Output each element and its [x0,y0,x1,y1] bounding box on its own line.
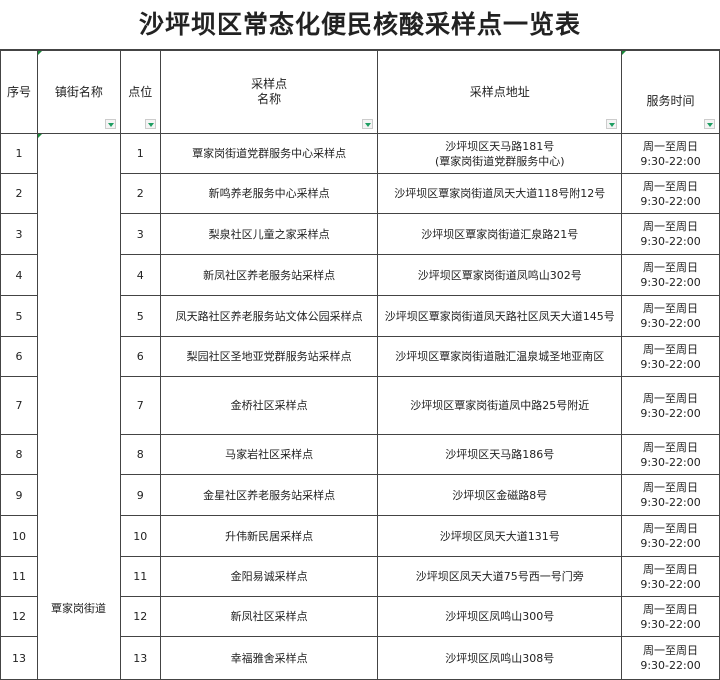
name-cell[interactable]: 新鸣养老服务中心采样点 [159,173,379,214]
seq-cell[interactable]: 8 [0,434,38,475]
hours-cell[interactable]: 周一至周日 9:30-22:00 [621,213,720,255]
seq-cell[interactable]: 12 [0,596,38,637]
seq-cell[interactable]: 1 [0,133,38,174]
name-cell[interactable]: 马家岩社区采样点 [159,434,379,475]
name-cell[interactable]: 升伟新民居采样点 [159,515,379,557]
address-cell[interactable]: 沙坪坝区天马路186号 [377,434,623,475]
sample-points-table: 序号 镇街名称 点位 采样点 名称 采样点地址 服务时间 1 1 覃家岗街道党群服务中… [0,50,720,680]
seq-cell[interactable]: 2 [0,173,38,214]
filter-dropdown-icon[interactable] [104,119,116,129]
table-row[interactable]: 1 1 覃家岗街道党群服务中心采样点 沙坪坝区天马路181号 (覃家岗街道党群服务中心)… [0,133,720,680]
point-cell[interactable]: 4 [119,254,161,296]
table-row[interactable]: 6 6 梨园社区圣地亚党群服务站采样点 沙坪坝区覃家岗街道融汇温泉城圣地亚南区 周一至周… [0,336,720,377]
address-cell[interactable]: 沙坪坝区金磁路8号 [377,474,623,516]
filter-dropdown-icon[interactable] [144,119,156,129]
header-point: 点位 [119,50,161,134]
address-cell[interactable]: 沙坪坝区天马路181号 (覃家岗街道党群服务中心) [377,133,623,174]
seq-cell[interactable]: 4 [0,254,38,296]
address-cell[interactable]: 沙坪坝区覃家岗街道汇泉路21号 [377,213,623,255]
point-cell[interactable]: 7 [119,376,161,435]
point-cell[interactable]: 8 [119,434,161,475]
table-row[interactable]: 7 7 金桥社区采样点 沙坪坝区覃家岗街道凤中路25号附近 周一至周日 9:30-22:0… [0,376,720,435]
filter-dropdown-icon[interactable] [362,119,374,129]
address-cell[interactable]: 沙坪坝区覃家岗街道凤鸣山302号 [377,254,623,296]
point-cell[interactable]: 10 [119,515,161,557]
seq-cell[interactable]: 5 [0,295,38,337]
address-cell[interactable]: 沙坪坝区凤鸣山308号 [377,636,623,680]
name-cell[interactable]: 新凤社区采样点 [159,596,379,637]
table-row[interactable]: 12 12 新凤社区采样点 沙坪坝区凤鸣山300号 周一至周日 9:30-22:00 [0,596,720,637]
address-cell[interactable]: 沙坪坝区覃家岗街道融汇温泉城圣地亚南区 [377,336,623,377]
address-cell[interactable]: 沙坪坝区凤天大道75号西一号门旁 [377,556,623,597]
header-name: 采样点 名称 [159,50,379,134]
hours-cell[interactable]: 周一至周日 9:30-22:00 [621,173,720,214]
point-cell[interactable]: 13 [119,636,161,680]
hours-cell[interactable]: 周一至周日 9:30-22:00 [621,636,720,680]
name-cell[interactable]: 梨泉社区儿童之家采样点 [159,213,379,255]
hours-cell[interactable]: 周一至周日 9:30-22:00 [621,133,720,174]
point-cell[interactable]: 11 [119,556,161,597]
name-cell[interactable]: 金星社区养老服务站采样点 [159,474,379,516]
sheet-title: 沙坪坝区常态化便民核酸采样点一览表 [0,0,720,50]
name-cell[interactable]: 覃家岗街道党群服务中心采样点 [159,133,379,174]
header-address: 采样点地址 [377,50,623,134]
seq-cell[interactable]: 11 [0,556,38,597]
address-cell[interactable]: 沙坪坝区覃家岗街道凤天大道118号附12号 [377,173,623,214]
hours-cell[interactable]: 周一至周日 9:30-22:00 [621,336,720,377]
hours-cell[interactable]: 周一至周日 9:30-22:00 [621,295,720,337]
seq-cell[interactable]: 9 [0,474,38,516]
hours-cell[interactable]: 周一至周日 9:30-22:00 [621,376,720,435]
seq-cell[interactable]: 10 [0,515,38,557]
name-cell[interactable]: 新凤社区养老服务站采样点 [159,254,379,296]
hours-cell[interactable]: 周一至周日 9:30-22:00 [621,254,720,296]
name-cell[interactable]: 梨园社区圣地亚党群服务站采样点 [159,336,379,377]
header-row: 序号 镇街名称 点位 采样点 名称 采样点地址 服务时间 [0,50,720,134]
point-cell[interactable]: 6 [119,336,161,377]
hours-cell[interactable]: 周一至周日 9:30-22:00 [621,474,720,516]
filter-dropdown-icon[interactable] [606,119,618,129]
address-cell[interactable]: 沙坪坝区覃家岗街道凤中路25号附近 [377,376,623,435]
filter-dropdown-icon[interactable] [704,119,715,129]
address-cell[interactable]: 沙坪坝区凤天大道131号 [377,515,623,557]
header-hours: 服务时间 [621,50,720,134]
seq-cell[interactable]: 6 [0,336,38,377]
table-row[interactable]: 2 2 新鸣养老服务中心采样点 沙坪坝区覃家岗街道凤天大道118号附12号 周一至周日 9… [0,173,720,214]
point-cell[interactable]: 5 [119,295,161,337]
table-row[interactable]: 11 11 金阳易诚采样点 沙坪坝区凤天大道75号西一号门旁 周一至周日 9:30-22:… [0,556,720,597]
hours-cell[interactable]: 周一至周日 9:30-22:00 [621,596,720,637]
seq-cell[interactable]: 13 [0,636,38,680]
table-row[interactable]: 3 3 梨泉社区儿童之家采样点 沙坪坝区覃家岗街道汇泉路21号 周一至周日 9:30-22… [0,213,720,255]
table-row[interactable]: 4 4 新凤社区养老服务站采样点 沙坪坝区覃家岗街道凤鸣山302号 周一至周日 9:30-… [0,254,720,296]
point-cell[interactable]: 9 [119,474,161,516]
name-cell[interactable]: 幸福雅舍采样点 [159,636,379,680]
hours-cell[interactable]: 周一至周日 9:30-22:00 [621,515,720,557]
town-cell[interactable] [36,133,121,680]
seq-cell[interactable]: 7 [0,376,38,435]
town-name-cell: 覃家岗街道 [51,602,106,615]
name-cell[interactable]: 金阳易诚采样点 [159,556,379,597]
seq-cell[interactable]: 3 [0,213,38,255]
header-seq: 序号 [0,50,38,134]
point-cell[interactable]: 1 [119,133,161,174]
hours-cell[interactable]: 周一至周日 9:30-22:00 [621,434,720,475]
point-cell[interactable]: 2 [119,173,161,214]
header-town: 镇街名称 [36,50,121,134]
table-row[interactable]: 8 8 马家岩社区采样点 沙坪坝区天马路186号 周一至周日 9:30-22:00 [0,434,720,475]
hours-cell[interactable]: 周一至周日 9:30-22:00 [621,556,720,597]
address-cell[interactable]: 沙坪坝区凤鸣山300号 [377,596,623,637]
address-cell[interactable]: 沙坪坝区覃家岗街道凤天路社区凤天大道145号 [377,295,623,337]
name-cell[interactable]: 凤天路社区养老服务站文体公园采样点 [159,295,379,337]
name-cell[interactable]: 金桥社区采样点 [159,376,379,435]
point-cell[interactable]: 12 [119,596,161,637]
table-row[interactable]: 10 10 升伟新民居采样点 沙坪坝区凤天大道131号 周一至周日 9:30-22:00 [0,515,720,557]
point-cell[interactable]: 3 [119,213,161,255]
